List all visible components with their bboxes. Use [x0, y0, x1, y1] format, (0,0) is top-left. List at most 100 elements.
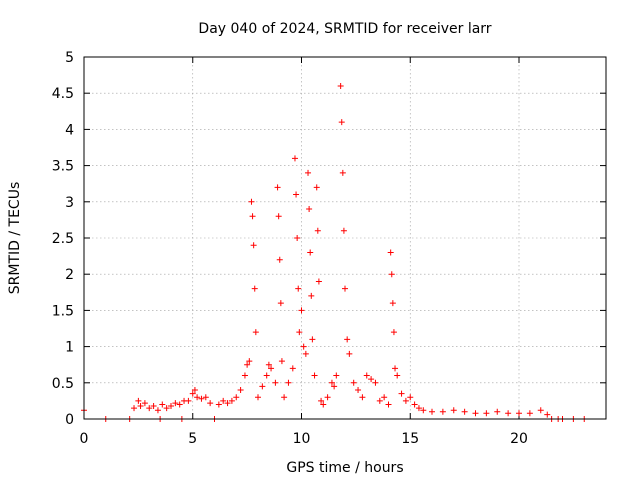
data-point — [494, 408, 501, 415]
data-point — [483, 410, 490, 417]
data-point — [278, 358, 285, 365]
x-tick-label: 0 — [80, 431, 89, 447]
data-point — [159, 401, 166, 408]
data-point — [298, 307, 305, 314]
data-point — [207, 400, 214, 407]
data-point — [376, 397, 383, 404]
data-point — [246, 358, 253, 365]
data-point — [252, 329, 259, 336]
data-point — [248, 198, 255, 205]
data-point — [150, 402, 157, 409]
data-point — [198, 395, 205, 402]
data-point — [526, 410, 533, 417]
data-point — [537, 407, 544, 414]
data-point — [202, 394, 209, 401]
data-point — [224, 400, 231, 407]
data-point — [342, 285, 348, 292]
data-point — [339, 169, 346, 176]
data-point — [268, 365, 275, 372]
y-tick-label: 0.5 — [52, 376, 74, 392]
data-point — [389, 300, 396, 307]
data-point — [251, 285, 258, 292]
data-point — [141, 400, 148, 407]
data-point — [300, 343, 307, 350]
data-point — [398, 390, 405, 397]
y-tick-label: 3.5 — [52, 159, 74, 175]
data-point — [137, 402, 144, 409]
data-point — [274, 184, 281, 191]
data-point — [450, 407, 457, 414]
data-point — [154, 407, 161, 414]
data-point — [285, 379, 292, 386]
data-point — [338, 119, 345, 126]
x-axis-label: GPS time / hours — [286, 460, 403, 476]
data-point — [324, 394, 331, 401]
data-point — [263, 372, 270, 379]
data-point — [311, 372, 318, 379]
x-tick-label: 15 — [401, 431, 419, 447]
data-point — [272, 379, 279, 386]
data-point — [315, 278, 322, 285]
data-point — [318, 397, 325, 404]
data-point — [388, 271, 395, 278]
data-point — [308, 292, 315, 299]
data-point — [135, 397, 142, 404]
data-point — [429, 408, 435, 415]
plot-frame — [83, 56, 607, 420]
data-point — [241, 372, 248, 379]
data-point — [294, 235, 301, 241]
data-point — [363, 372, 370, 379]
y-axis-label: SRMTID / TECUs — [7, 182, 23, 295]
data-point — [392, 365, 399, 372]
data-point — [249, 213, 256, 220]
data-point — [250, 242, 257, 249]
data-point — [309, 336, 316, 343]
y-tick-label: 1.5 — [52, 303, 74, 319]
y-tick-label: 4.5 — [52, 86, 74, 102]
data-point — [237, 387, 244, 394]
data-point — [233, 394, 240, 401]
data-point — [296, 329, 303, 336]
data-point — [381, 394, 388, 401]
data-point — [293, 191, 300, 198]
grid — [84, 57, 606, 419]
data-point — [163, 405, 170, 412]
data-point — [461, 408, 468, 415]
data-point — [407, 394, 414, 401]
data-point — [281, 394, 288, 401]
data-point — [244, 361, 251, 368]
data-point — [372, 379, 379, 386]
data-point — [415, 405, 422, 412]
data-point — [314, 227, 321, 234]
data-point — [333, 372, 340, 379]
data-point — [307, 249, 314, 256]
data-point — [346, 350, 353, 357]
data-point — [472, 410, 479, 417]
data-point — [505, 410, 512, 417]
data-point — [176, 401, 183, 408]
data-point — [344, 336, 351, 343]
data-point — [355, 387, 362, 394]
data-point — [337, 82, 344, 89]
data-point — [306, 206, 313, 213]
data-point — [277, 300, 284, 307]
data-point — [328, 379, 335, 386]
x-tick-label: 20 — [510, 431, 528, 447]
data-point — [185, 397, 192, 404]
data-point — [295, 285, 302, 292]
data-point — [276, 256, 283, 263]
data-point — [320, 401, 327, 408]
data-point — [289, 365, 296, 372]
y-tick-label: 5 — [65, 50, 74, 66]
data-point — [265, 361, 272, 368]
data-point — [291, 155, 298, 162]
y-tick-label: 4 — [65, 122, 74, 138]
data-point — [255, 394, 261, 401]
data-point — [387, 249, 394, 256]
data-point — [302, 350, 309, 357]
data-point — [215, 401, 222, 408]
data-point — [146, 405, 153, 412]
y-tick-label: 3 — [65, 195, 74, 211]
data-point — [313, 184, 320, 191]
